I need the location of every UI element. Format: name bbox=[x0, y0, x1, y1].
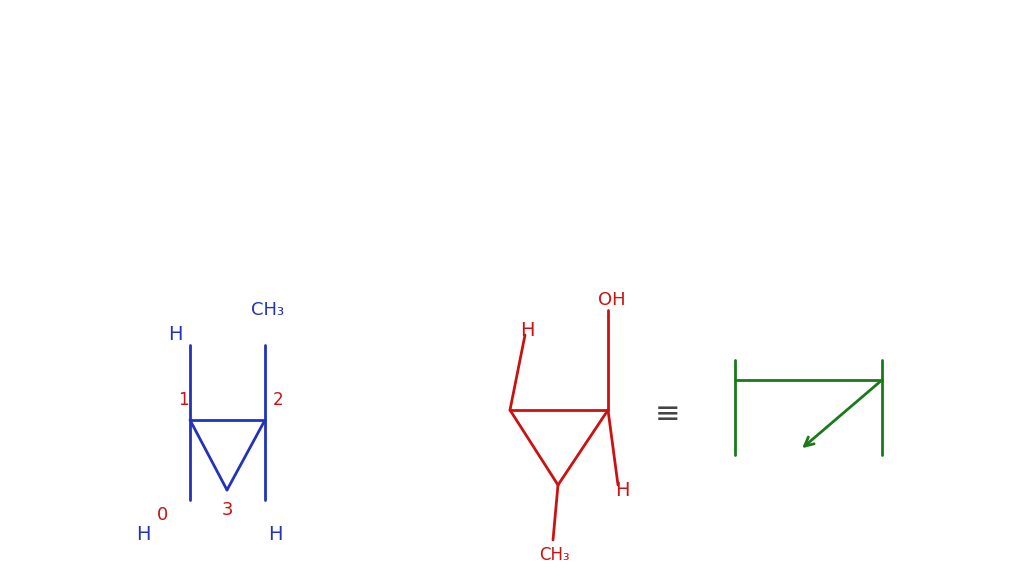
Text: H: H bbox=[136, 525, 151, 544]
Text: CH₃: CH₃ bbox=[539, 546, 569, 564]
Text: 3: 3 bbox=[221, 501, 232, 519]
Text: H: H bbox=[267, 525, 283, 544]
Text: H: H bbox=[168, 325, 182, 344]
Text: ≡: ≡ bbox=[655, 400, 681, 430]
Text: CH₃: CH₃ bbox=[252, 301, 285, 319]
Text: 0: 0 bbox=[158, 506, 169, 524]
Text: H: H bbox=[614, 480, 630, 499]
Text: 2: 2 bbox=[272, 391, 284, 409]
Text: H: H bbox=[520, 320, 535, 339]
Text: 1: 1 bbox=[178, 391, 188, 409]
Text: OH: OH bbox=[598, 291, 626, 309]
